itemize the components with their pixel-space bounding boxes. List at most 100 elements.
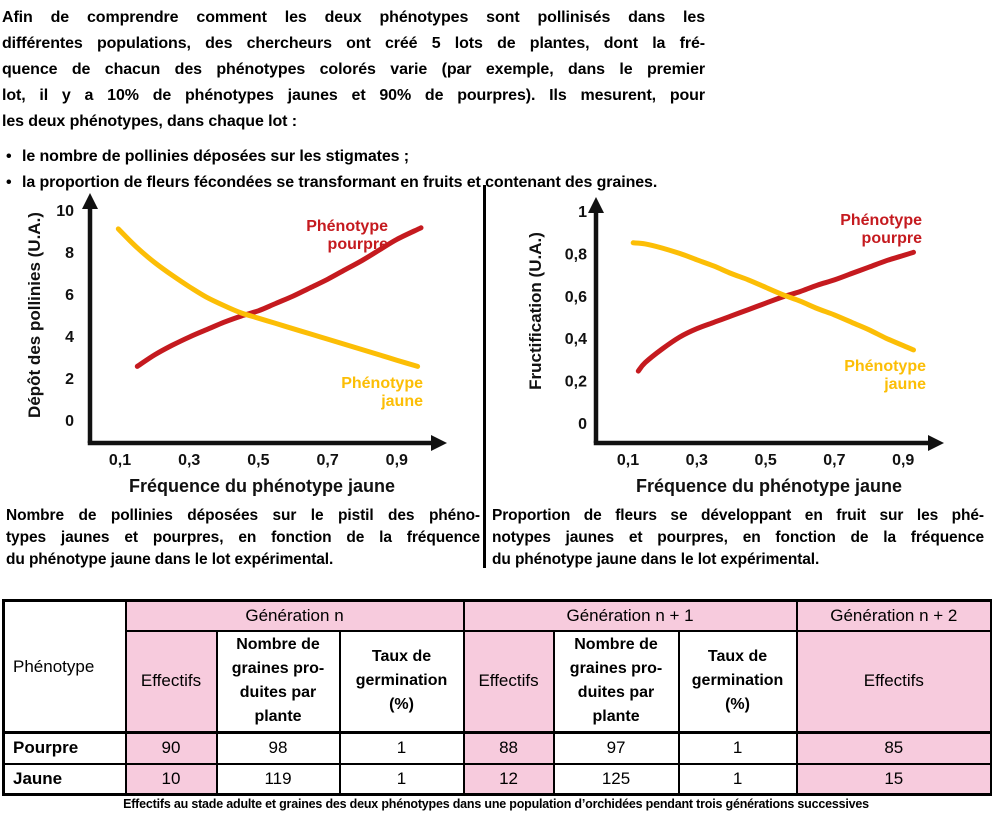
figure-caption: Proportion de fleurs se développant en f… xyxy=(492,505,984,571)
header-generation-n2: Génération n + 2 xyxy=(795,599,992,632)
bullet-item: • le nombre de pollinies déposées sur le… xyxy=(6,144,866,170)
svg-text:0,5: 0,5 xyxy=(754,452,776,469)
y-tick-labels: 0 2 4 6 8 10 xyxy=(56,203,74,430)
caption-line: du phénotype jaune dans le lot expérimen… xyxy=(492,551,820,568)
caption-line: du phénotype jaune dans le lot expérimen… xyxy=(6,551,334,568)
x-tick-labels: 0,1 0,3 0,5 0,7 0,9 xyxy=(617,452,915,469)
table-cell: 1 xyxy=(338,762,465,796)
y-axis-title: Fructification (U.A.) xyxy=(526,232,545,390)
y-tick-labels: 0 0,2 0,4 0,6 0,8 1 xyxy=(565,204,587,433)
svg-text:4: 4 xyxy=(65,329,74,346)
table-cell: 1 xyxy=(677,762,798,796)
series-label: jaune xyxy=(883,376,926,393)
svg-text:0: 0 xyxy=(578,416,587,433)
row-label: Jaune xyxy=(2,762,127,796)
svg-text:0,9: 0,9 xyxy=(386,452,408,469)
svg-text:10: 10 xyxy=(56,203,74,220)
x-axis-title: Fréquence du phénotype jaune xyxy=(636,476,902,496)
figures-section: 0,1 0,3 0,5 0,7 0,9 0 2 4 6 8 10 Phénotype pourpre Ph… xyxy=(0,185,992,569)
table-cell: 88 xyxy=(462,731,555,765)
series-label: Phénotype xyxy=(844,358,926,375)
svg-text:6: 6 xyxy=(65,287,74,304)
series-label: pourpre xyxy=(862,230,923,247)
series-curve xyxy=(630,240,916,353)
caption-line: types jaunes et pourpres, en fonction de… xyxy=(6,529,480,546)
intro-line: Afin de comprendre comment les deux phén… xyxy=(2,9,705,26)
table-cell: 85 xyxy=(795,731,992,765)
svg-text:0,1: 0,1 xyxy=(617,452,639,469)
svg-text:8: 8 xyxy=(65,245,74,262)
svg-text:0,8: 0,8 xyxy=(565,246,587,263)
subheader-germination: Taux de germination (%) xyxy=(677,629,798,734)
series-label: Phénotype xyxy=(341,375,423,392)
svg-text:0,2: 0,2 xyxy=(565,374,587,391)
series-label: jaune xyxy=(380,393,423,410)
x-axis-arrow-icon xyxy=(431,435,447,451)
subheader-graines: Nombre de graines pro- duites par plante xyxy=(215,629,341,734)
caption-line: Proportion de fleurs se développant en f… xyxy=(492,507,984,524)
bullet-item: • la proportion de fleurs fécondées se t… xyxy=(6,170,866,196)
table-cell: 10 xyxy=(124,762,218,796)
subheader-graines: Nombre de graines pro- duites par plante xyxy=(552,629,680,734)
table-row-pourpre: Pourpre 90 98 1 88 97 1 85 xyxy=(2,731,992,765)
x-axis-title: Fréquence du phénotype jaune xyxy=(129,476,395,496)
svg-text:2: 2 xyxy=(65,371,74,388)
table-row-jaune: Jaune 10 119 1 12 125 1 15 xyxy=(2,762,992,796)
results-table: Phénotype Génération n Génération n + 1 … xyxy=(2,599,992,796)
y-axis-arrow-icon xyxy=(588,197,604,213)
x-tick-labels: 0,1 0,3 0,5 0,7 0,9 xyxy=(109,452,408,469)
subheader-effectifs: Effectifs xyxy=(124,629,218,734)
bullet-list: • le nombre de pollinies déposées sur le… xyxy=(6,144,866,196)
axes xyxy=(588,197,944,451)
axes xyxy=(82,193,447,451)
figure-fructification: 0,1 0,3 0,5 0,7 0,9 0 0,2 0,4 0,6 0,8 1 Phénotype po… xyxy=(487,185,992,569)
subheader-effectifs: Effectifs xyxy=(462,629,555,734)
fructification-chart: 0,1 0,3 0,5 0,7 0,900,20,40,60,81 Phénotypepo… xyxy=(526,197,944,496)
series-curve xyxy=(635,249,916,374)
pollinia-chart: 0,1 0,3 0,5 0,7 0,90246810PhénotypepourprePh… xyxy=(25,193,447,496)
bullet-marker-icon: • xyxy=(6,148,12,165)
vertical-divider xyxy=(483,185,486,568)
bullet-text: le nombre de pollinies déposées sur les … xyxy=(22,148,410,165)
table-cell: 1 xyxy=(677,731,798,765)
intro-line: différentes populations, des chercheurs … xyxy=(2,35,705,52)
intro-line: les deux phénotypes, dans chaque lot : xyxy=(2,113,297,130)
svg-text:1: 1 xyxy=(578,204,587,221)
table-cell: 15 xyxy=(795,762,992,796)
svg-text:0,5: 0,5 xyxy=(247,452,269,469)
subheader-effectifs: Effectifs xyxy=(795,629,992,734)
svg-text:0,6: 0,6 xyxy=(565,289,587,306)
header-generation-n1: Génération n + 1 xyxy=(462,599,798,632)
bullet-text: la proportion de fleurs fécondées se tra… xyxy=(22,174,658,191)
caption-line: notypes jaunes et pourpres, en fonction … xyxy=(492,529,984,546)
bullet-marker-icon: • xyxy=(6,174,12,191)
intro-line: lot, il y a 10% de phénotypes jaunes et … xyxy=(2,87,705,104)
figure-caption: Nombre de pollinies déposées sur le pist… xyxy=(6,505,480,571)
x-axis-arrow-icon xyxy=(928,435,944,451)
table-cell: 98 xyxy=(215,731,341,765)
svg-text:0,3: 0,3 xyxy=(686,452,708,469)
svg-text:0,4: 0,4 xyxy=(565,331,587,348)
series-curve xyxy=(134,225,424,369)
series-curve xyxy=(115,226,421,369)
intro-paragraph: Afin de comprendre comment les deux phén… xyxy=(2,5,705,135)
table-cell: 1 xyxy=(338,731,465,765)
series-label: Phénotype xyxy=(840,212,922,229)
svg-text:0,7: 0,7 xyxy=(316,452,338,469)
series-label: pourpre xyxy=(328,236,389,253)
table-cell: 90 xyxy=(124,731,218,765)
table-cell: 97 xyxy=(552,731,680,765)
header-generation-n: Génération n xyxy=(124,599,465,632)
subheader-germination: Taux de germination (%) xyxy=(338,629,465,734)
series-label: Phénotype xyxy=(306,218,388,235)
table-caption: Effectifs au stade adulte et graines des… xyxy=(123,797,869,811)
header-phenotype: Phénotype xyxy=(2,599,127,734)
y-axis-title: Dépôt des pollinies (U.A.) xyxy=(25,212,44,418)
y-axis-arrow-icon xyxy=(82,193,98,209)
svg-text:0,7: 0,7 xyxy=(823,452,845,469)
row-label: Pourpre xyxy=(2,731,127,765)
